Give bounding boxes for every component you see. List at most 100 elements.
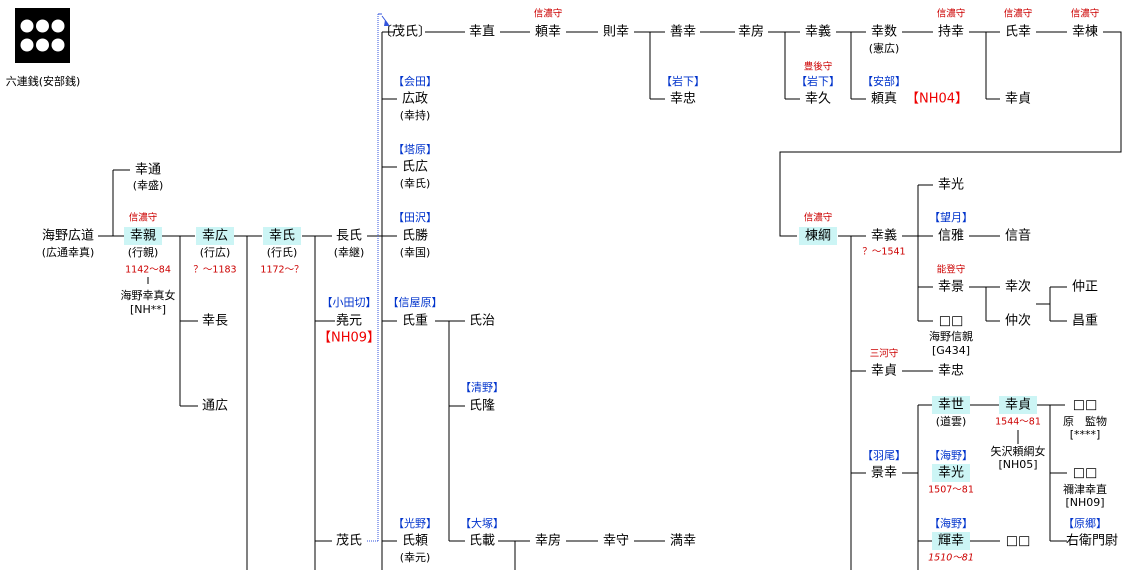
person-label: [****] (1070, 428, 1101, 441)
person-label: 幸房 (535, 533, 561, 549)
person-label: (行広) (200, 246, 231, 259)
person-label: 幸貞 (871, 364, 897, 379)
person-label: 棟綱 (805, 229, 831, 244)
clan-label: 【海野】 (929, 516, 973, 530)
note-label: 1172～？ (260, 265, 303, 276)
clan-label: 【望月】 (929, 211, 973, 224)
person-label: 氏頼 (402, 534, 428, 549)
person-label: (幸盛) (133, 178, 164, 192)
person-label: 長氏 (336, 229, 362, 244)
person-label: 幸世 (938, 398, 964, 413)
person-label: (行親) (128, 246, 159, 259)
clan-label: 【清野】 (460, 381, 504, 394)
highlight-box (196, 227, 234, 245)
highlight-box (124, 227, 162, 245)
person-label: 【NH04】 (906, 92, 968, 107)
note-label: 三河守 (870, 348, 899, 360)
note-label: 1507～81 (928, 485, 974, 496)
clan-label: 【羽尾】 (862, 449, 906, 462)
note-label: 1544～81 (995, 417, 1041, 428)
note-label: ？～1183 (193, 265, 236, 276)
person-label: 幸広 (202, 229, 228, 244)
person-label: 氏広 (402, 160, 428, 175)
person-label: (幸元) (400, 551, 431, 564)
clan-label: 【大塚】 (460, 516, 504, 530)
highlight-box (799, 227, 837, 245)
person-label: 右衛門尉 (1066, 534, 1118, 549)
person-label: 海野信親 (929, 329, 973, 343)
highlight-box (932, 464, 970, 482)
person-label: 頼幸 (535, 25, 561, 40)
note-label: 信濃守 (937, 8, 966, 20)
person-label: 【NH09】 (318, 331, 380, 346)
person-label: (幸持) (400, 108, 431, 122)
note-label: 信濃守 (534, 8, 563, 20)
connectors (98, 31, 1122, 570)
highlight-box (932, 396, 970, 414)
person-label: 幸次 (1005, 279, 1031, 295)
person-label: (幸氏) (400, 177, 431, 190)
person-label: 幸忠 (670, 92, 696, 107)
note-label: 能登守 (937, 264, 966, 276)
person-label: 氏重 (402, 313, 428, 329)
person-label: 則幸 (603, 25, 629, 40)
person-label: 氏幸 (1005, 25, 1031, 40)
person-label: 海野広道 (42, 229, 94, 244)
person-label: □□ (1073, 466, 1098, 481)
note-label: 1142～84 (125, 265, 171, 276)
person-label: □□ (1073, 398, 1098, 413)
person-label: 幸守 (603, 534, 629, 549)
person-label: 禰津幸直 (1063, 482, 1107, 496)
note-label: 信濃守 (804, 212, 833, 224)
clan-label: 【小田切】 (322, 296, 377, 309)
person-label: 広政 (402, 92, 428, 107)
person-label: 仲正 (1072, 280, 1098, 295)
person-label: 幸親 (130, 229, 156, 244)
highlight-box (263, 227, 301, 245)
crest-caption: 六連銭(安部銭) (6, 74, 81, 88)
note-label: 信濃守 (1004, 8, 1033, 20)
person-label: 幸景 (938, 280, 964, 295)
person-label: 堯元 (336, 314, 362, 329)
person-label: 信雅 (938, 229, 964, 244)
person-label: □□ (939, 314, 964, 329)
person-label: (幸国) (400, 246, 431, 259)
person-label: 幸通 (135, 163, 161, 178)
person-label: [NH**] (130, 303, 166, 316)
person-label: 通広 (202, 399, 228, 414)
person-label: 茂氏 (336, 534, 362, 549)
person-label: 幸貞 (1005, 398, 1031, 413)
link-arrowhead (384, 20, 390, 26)
person-label: 幸氏 (269, 229, 295, 244)
person-label: [NH05] (998, 458, 1037, 471)
person-label: 持幸 (938, 25, 964, 40)
person-label: 昌重 (1072, 313, 1098, 329)
person-label: 氏治 (469, 314, 495, 329)
person-label: (幸継) (334, 245, 365, 259)
person-label: 頼真 (871, 92, 897, 107)
clan-label: 【信屋原】 (388, 296, 443, 309)
person-label: 仲次 (1005, 313, 1031, 329)
link-line (367, 14, 379, 542)
person-label: 幸義 (805, 24, 831, 40)
person-label: 幸光 (938, 466, 964, 481)
clan-label: 【会田】 (393, 75, 437, 88)
person-label: 氏勝 (402, 229, 428, 244)
note-label: 信濃守 (1071, 8, 1100, 20)
person-label: 矢沢頼綱女 (991, 444, 1046, 458)
person-label: 幸房 (738, 24, 764, 40)
clan-label: 【岩下】 (661, 74, 705, 88)
person-label: 輝幸 (938, 534, 964, 549)
person-label: (広通幸真) (42, 245, 95, 259)
person-label: 幸直 (469, 25, 495, 40)
person-label: 満幸 (670, 534, 696, 549)
person-label: 幸光 (938, 178, 964, 193)
person-label: (行氏) (267, 246, 298, 259)
crest (15, 8, 70, 63)
person-label: 氏載 (469, 534, 495, 549)
person-label: 海野幸真女 (121, 288, 176, 302)
person-label: 氏隆 (469, 399, 495, 414)
person-label: 幸貞 (1005, 92, 1031, 107)
person-label: 景幸 (871, 466, 897, 481)
